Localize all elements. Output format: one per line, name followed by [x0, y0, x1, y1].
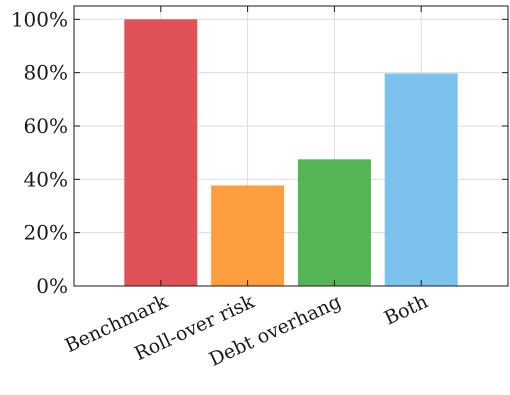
y-tick-label-5: 100% — [11, 7, 68, 31]
y-tick-label-1: 20% — [24, 221, 68, 245]
y-tick-label-0: 0% — [36, 274, 68, 298]
bar-debt-overhang — [297, 159, 371, 286]
y-tick-label-2: 40% — [24, 167, 68, 191]
plot-frame — [73, 5, 509, 287]
tick-layer — [74, 6, 508, 287]
bar-benchmark — [124, 19, 198, 286]
bar-layer — [124, 19, 458, 286]
y-tick-label-3: 60% — [24, 114, 68, 138]
y-tick-label-4: 80% — [24, 61, 68, 85]
x-tick-label-3: Both — [381, 291, 431, 330]
bar-both — [384, 73, 458, 286]
bar-roll-over-risk — [211, 185, 285, 286]
